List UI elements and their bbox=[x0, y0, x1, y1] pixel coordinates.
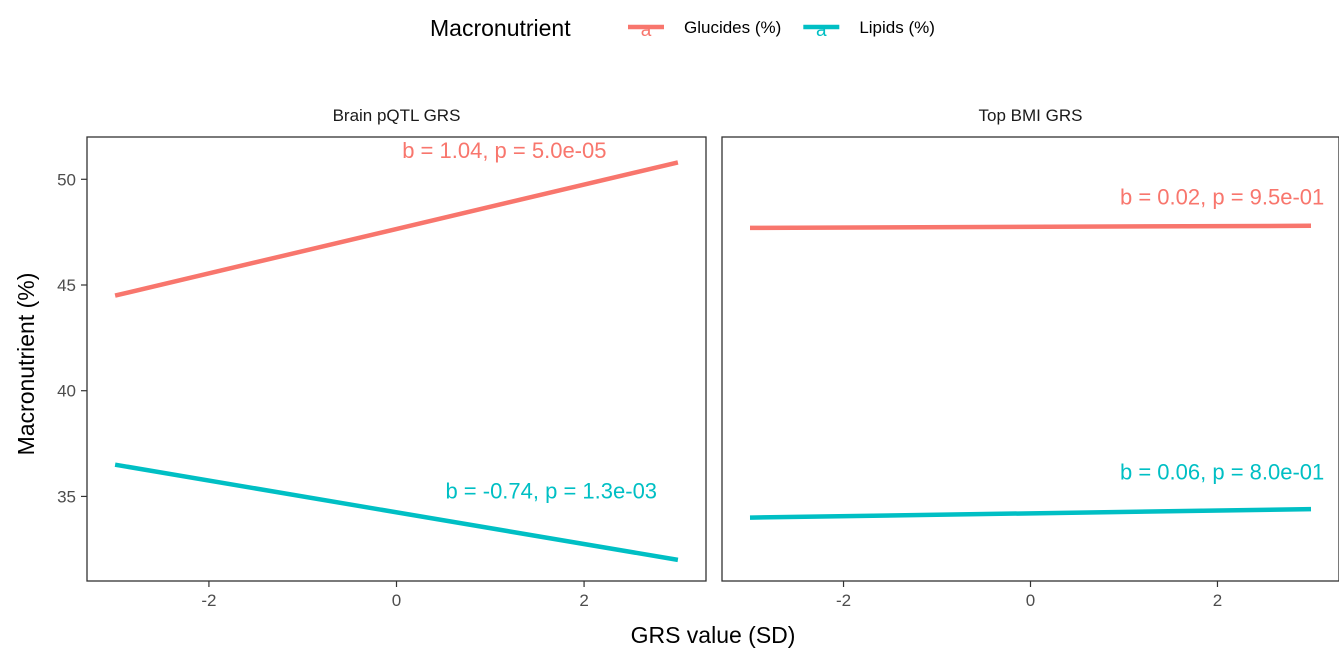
y-tick-label: 45 bbox=[57, 276, 76, 295]
legend-entry: a Glucides (%) bbox=[628, 18, 781, 41]
x-tick-label: 0 bbox=[1026, 591, 1035, 610]
y-axis: 35 40 45 50 bbox=[57, 170, 87, 506]
regression-annotation: b = 1.04, p = 5.0e-05 bbox=[402, 138, 606, 163]
panel-1: Brain pQTL GRS b = 1.04, p = 5.0e-05 b = -… bbox=[86, 106, 707, 610]
y-tick-label: 50 bbox=[57, 170, 76, 189]
series-line bbox=[114, 160, 679, 298]
legend-key-glyph: a bbox=[641, 20, 652, 41]
panel-2: Top BMI GRS b = 0.02, p = 9.5e-01 b = 0.06… bbox=[721, 106, 1339, 610]
legend: Macronutrient a Glucides (%) a Lipids (%) bbox=[430, 15, 935, 41]
panel-title: Top BMI GRS bbox=[979, 106, 1083, 125]
legend-key-glyph: a bbox=[816, 20, 827, 41]
x-tick-label: 2 bbox=[1213, 591, 1222, 610]
regression-annotation: b = 0.06, p = 8.0e-01 bbox=[1120, 460, 1324, 485]
legend-entry: a Lipids (%) bbox=[803, 18, 935, 41]
legend-label: Lipids (%) bbox=[859, 18, 935, 37]
x-tick-label: 2 bbox=[579, 591, 588, 610]
x-tick-label: -2 bbox=[836, 591, 851, 610]
x-tick-label: -2 bbox=[201, 591, 216, 610]
series-line bbox=[114, 462, 679, 563]
panel-title: Brain pQTL GRS bbox=[333, 106, 461, 125]
regression-annotation: b = -0.74, p = 1.3e-03 bbox=[445, 479, 657, 504]
legend-title: Macronutrient bbox=[430, 15, 571, 41]
regression-annotation: b = 0.02, p = 9.5e-01 bbox=[1120, 185, 1324, 210]
series-line bbox=[749, 506, 1312, 520]
x-axis-title: GRS value (SD) bbox=[631, 622, 796, 648]
x-tick-label: 0 bbox=[392, 591, 401, 610]
series-line bbox=[749, 223, 1312, 231]
plot-panels: Brain pQTL GRS b = 1.04, p = 5.0e-05 b = -… bbox=[86, 106, 1339, 610]
y-axis-title: Macronutrient (%) bbox=[13, 273, 39, 456]
y-tick-label: 40 bbox=[57, 382, 76, 401]
legend-label: Glucides (%) bbox=[684, 18, 781, 37]
y-tick-label: 35 bbox=[57, 487, 76, 506]
